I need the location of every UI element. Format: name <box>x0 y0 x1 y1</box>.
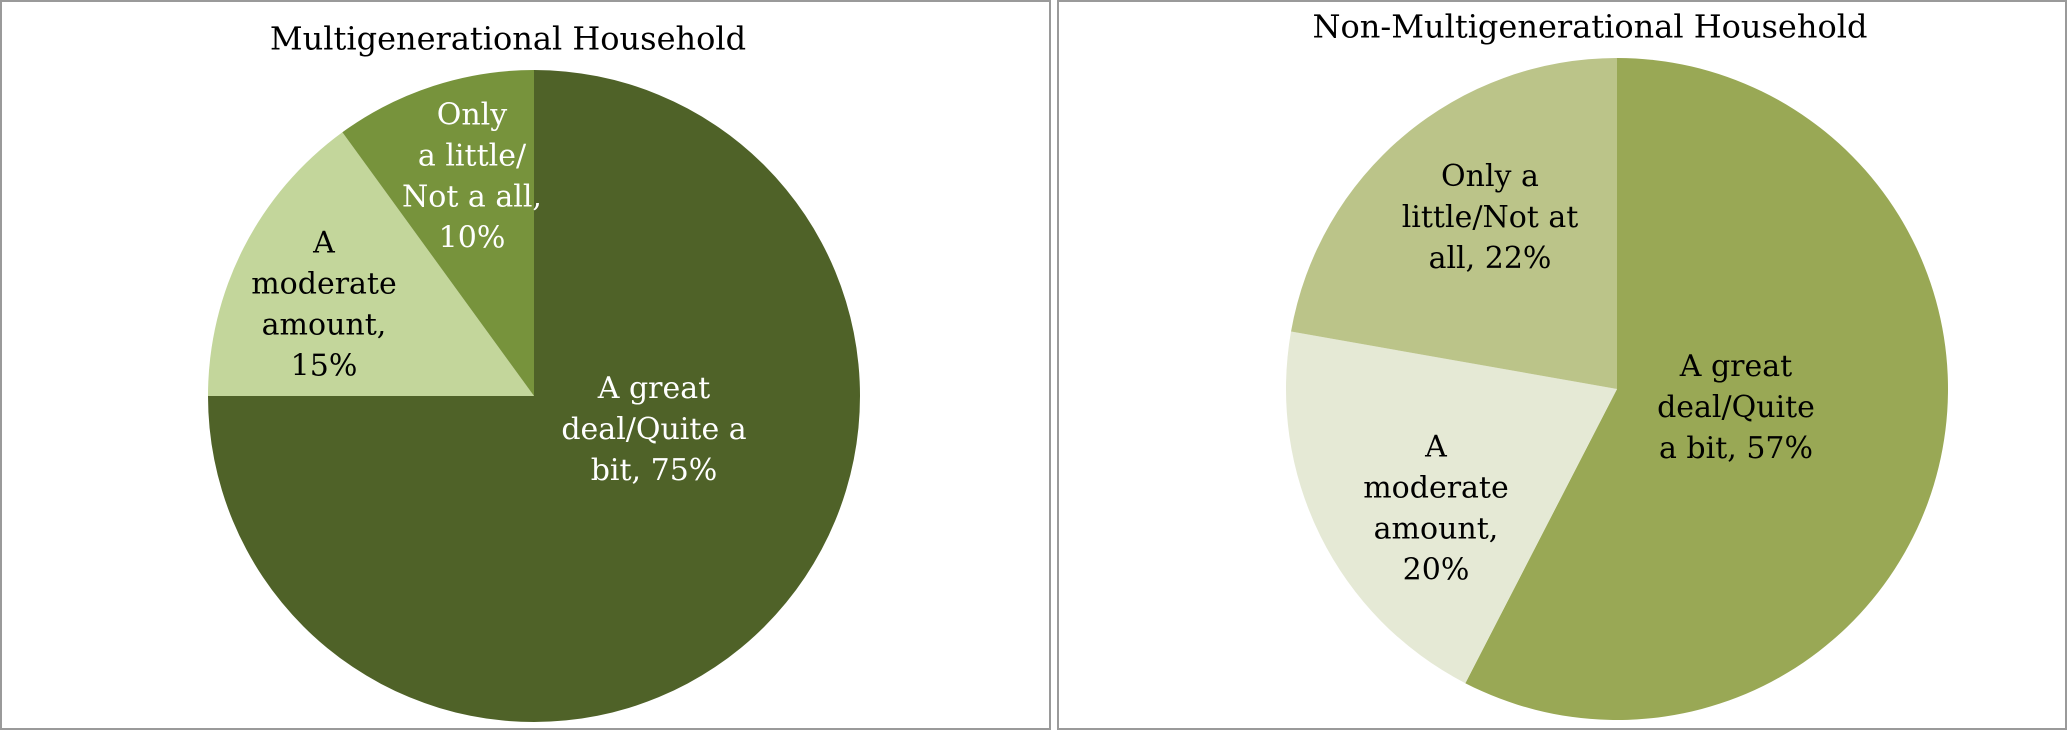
label-line: A <box>312 226 335 261</box>
label-line: amount, <box>262 308 387 343</box>
pie-slice <box>342 70 534 396</box>
label-line: a little/ <box>418 139 527 174</box>
label-line: A great <box>597 371 710 406</box>
label-line: moderate <box>1363 471 1509 506</box>
chart-title: Multigenerational Household <box>270 20 746 58</box>
data-label: A great deal/Quite a bit, 57% <box>1657 349 1815 466</box>
label-line: Not a all, <box>402 180 542 215</box>
label-line: amount, <box>1374 512 1499 547</box>
label-line: moderate <box>251 267 397 302</box>
label-line: deal/Quite <box>1657 390 1815 425</box>
label-line: bit, 75% <box>591 453 718 488</box>
label-line: little/Not at <box>1402 200 1579 235</box>
label-line: a bit, 57% <box>1659 431 1813 466</box>
chart-title: Non-Multigenerational Household <box>1313 8 1868 46</box>
pie-slice <box>1291 58 1617 389</box>
data-label: A great deal/Quite a bit, 75% <box>561 371 746 488</box>
data-label: Only a little/Not at all, 22% <box>1402 159 1579 276</box>
pie-slice <box>1465 58 1948 720</box>
label-line: Only a <box>1441 159 1539 194</box>
label-line: all, 22% <box>1429 241 1552 276</box>
label-line: A great <box>1679 349 1792 384</box>
label-line: Only <box>437 98 508 133</box>
label-line: deal/Quite a <box>561 412 746 447</box>
label-line: 20% <box>1403 553 1470 588</box>
label-line: A <box>1424 430 1447 465</box>
pie-slice <box>1286 331 1617 684</box>
label-line: 15% <box>291 349 358 384</box>
pie-slice <box>208 132 534 397</box>
data-label: Only a little/Not a all, 10% <box>402 98 542 256</box>
label-line: 10% <box>439 221 506 256</box>
